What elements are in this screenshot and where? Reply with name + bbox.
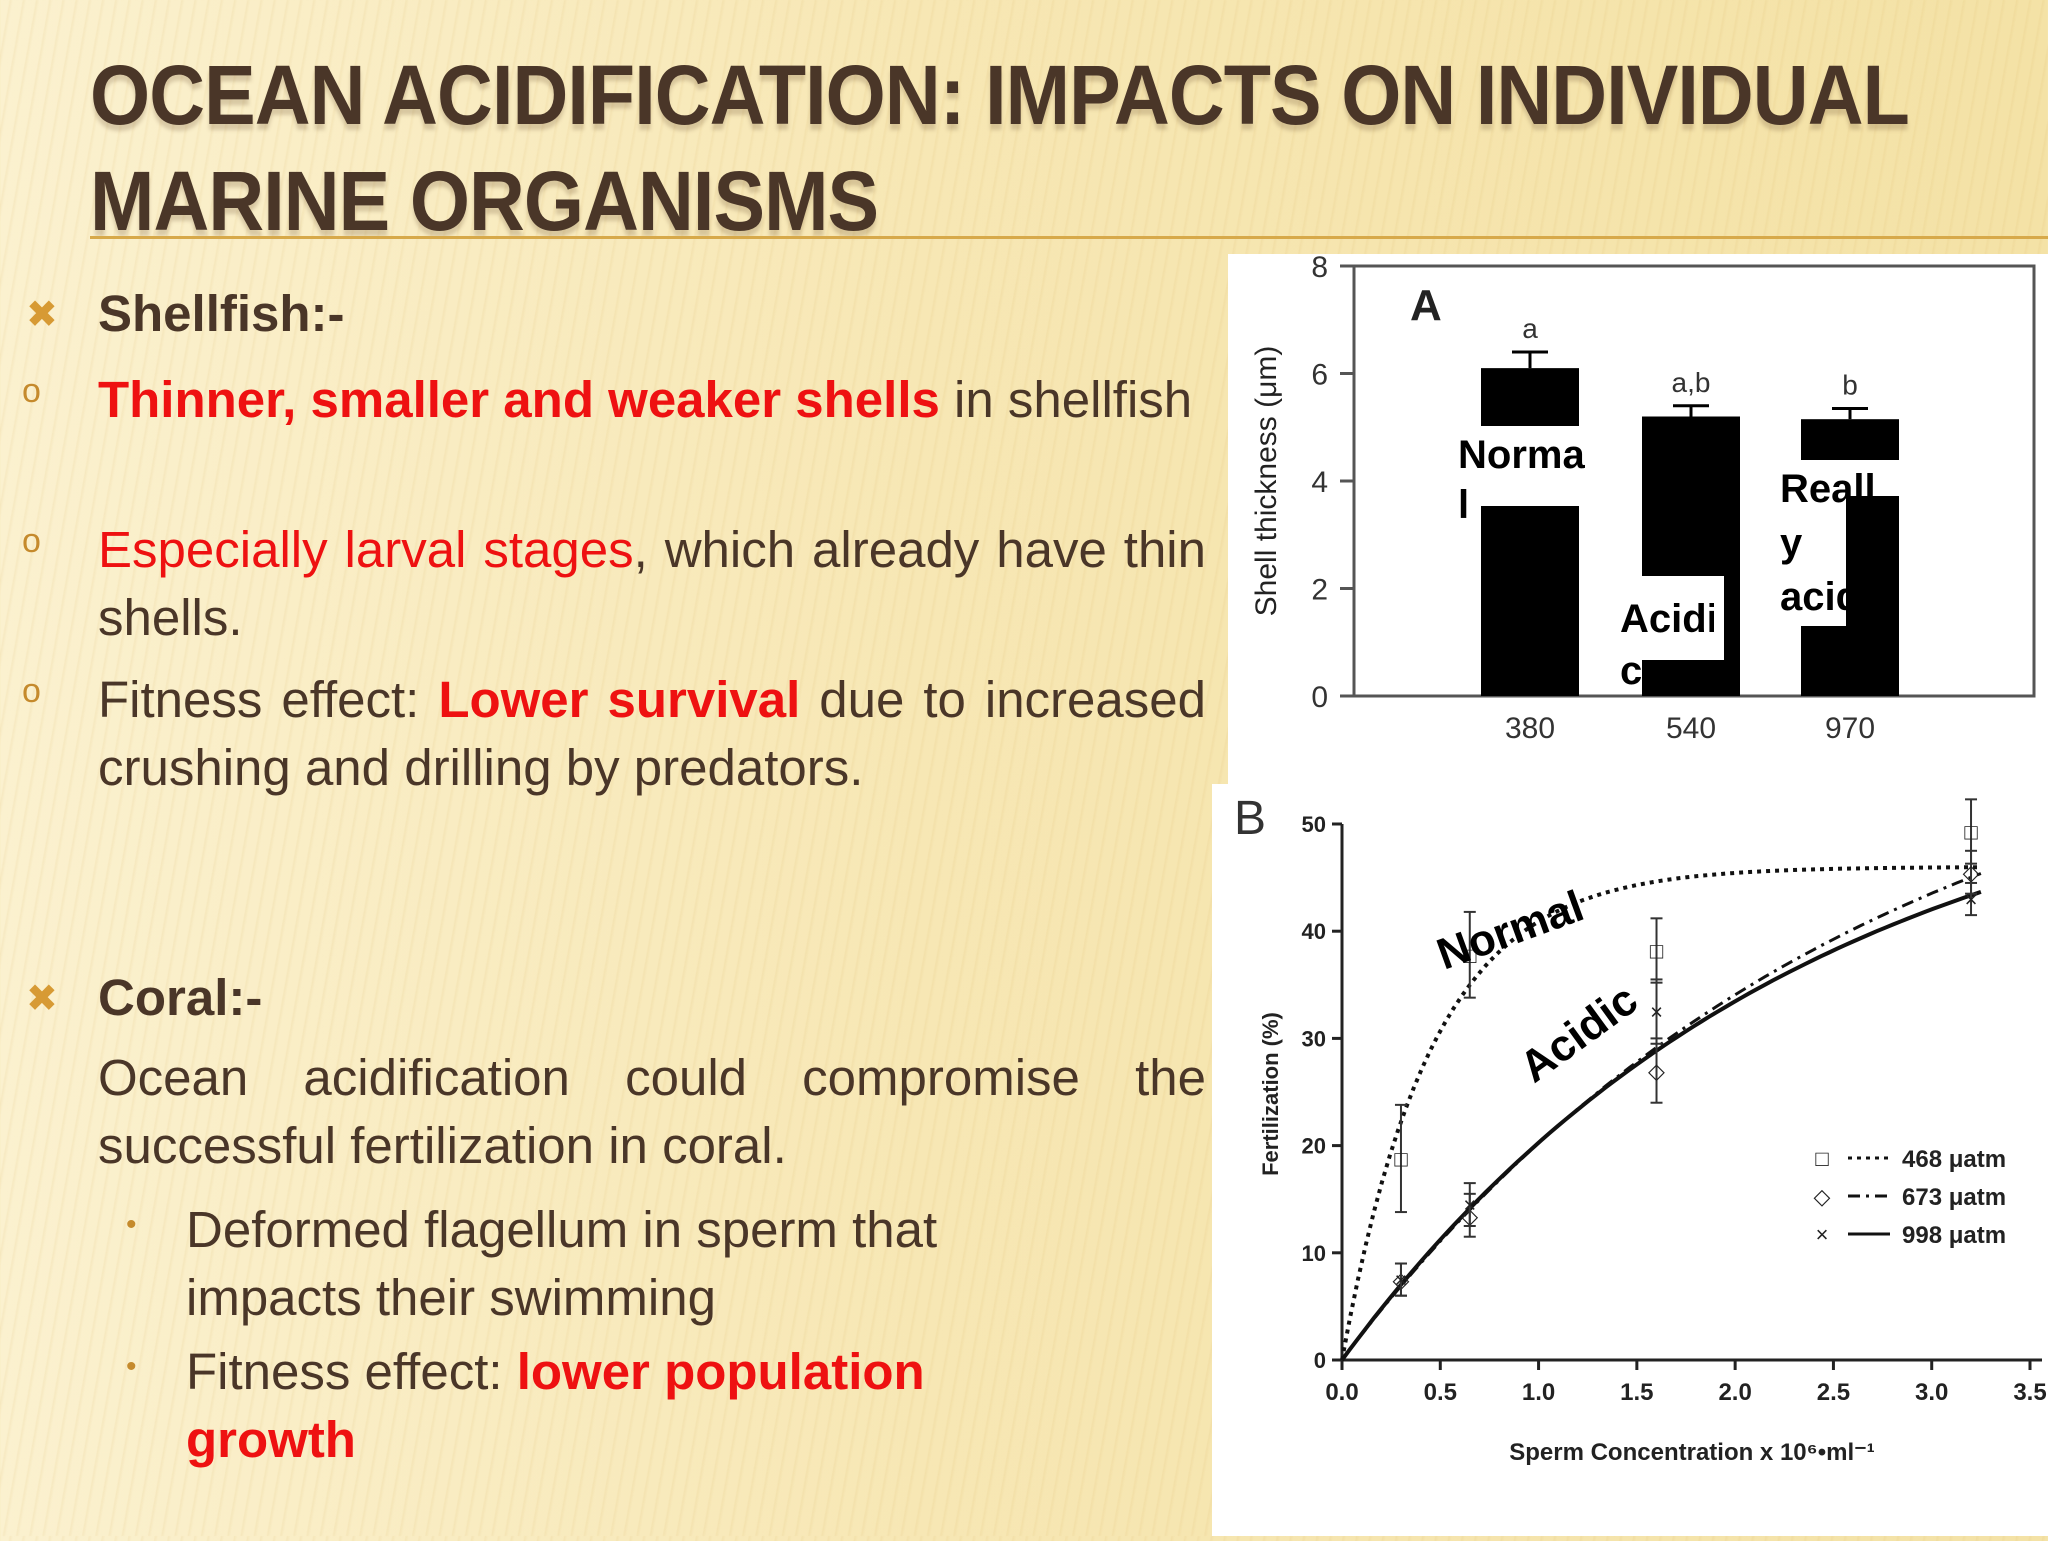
chart-a-overlay-label: Acidi [1620,597,1718,641]
coral-heading: Coral:- [98,969,263,1026]
chart-b-data-point: ◇ [1648,1059,1665,1084]
slide-title: OCEAN ACIDIFICATION: IMPACTS ON INDIVIDU… [90,42,1990,254]
chart-b-fit-curve [1340,890,1982,1362]
chart-b-x-tick-label: 0.5 [1424,1379,1457,1406]
chart-b-x-tick-label: 2.5 [1817,1379,1850,1406]
bullet-thinner-shells-red: Thinner, smaller and weaker shells [98,371,940,428]
chart-a-significance-letter: b [1842,369,1858,400]
chart-a-overlay-label: acidic [1780,575,1893,619]
coral-sub-fitness-a: Fitness effect: [186,1343,517,1400]
coral-text: Ocean acidification could compromise the… [98,1049,1206,1174]
chart-b-data-point: × [1395,1268,1408,1293]
chart-b-data-point: □ [1394,1146,1407,1171]
chart-b-x-tick-label: 1.5 [1620,1379,1653,1406]
chart-b-x-axis-label: Sperm Concentration x 10⁶•ml⁻¹ [1509,1439,1875,1466]
chart-b-fertilization: B Fertilization (%) Sperm Concentration … [1212,784,2048,1536]
title-line-2: MARINE ORGANISMS [90,154,879,248]
chart-b-y-tick-label: 40 [1302,919,1326,944]
chart-a-y-axis-label: Shell thickness (μm) [1250,346,1283,617]
chart-b-fit-curve [1340,865,1981,1361]
chart-a-overlay-box [1714,576,1724,660]
coral-sub-fitness: Fitness effect: lower population growth [186,1338,1066,1474]
chart-b-legend-label: 998 μatm [1902,1222,2006,1249]
chart-b-legend-label: 673 μatm [1902,1184,2006,1211]
bullet-fitness-red: Lower survival [438,671,801,728]
chart-a-overlay-label: c [1620,649,1642,693]
chart-b-data-point: × [1463,1193,1476,1218]
bullet-larval: Especially larval stages, which already … [98,516,1206,652]
chart-a-overlay-label: y [1780,521,1803,565]
bullet-larval-rest: , which already have thin shells. [98,521,1206,646]
chart-b-y-tick-label: 10 [1302,1241,1326,1266]
bullet-thinner-shells: Thinner, smaller and weaker shells in sh… [98,366,1206,434]
chart-a-shell-thickness: A Shell thickness (μm) 0 2 4 6 8 a 380 a,b 540 b… [1228,251,2048,784]
chart-b-data-point: × [1965,887,1978,912]
title-line-1: OCEAN ACIDIFICATION: IMPACTS ON INDIVIDU… [90,48,1910,142]
chart-a-y-tick-label: 8 [1311,254,1328,284]
circle-bullet-icon: o [22,672,41,710]
chart-b-y-axis-label: Fertilization (%) [1258,1012,1283,1176]
circle-bullet-icon: o [22,522,41,560]
chart-a-overlay-box [1772,460,1912,496]
chart-b-y-tick-label: 20 [1302,1134,1326,1159]
title-divider [90,236,2048,239]
coral-sub-fitness-red: lower population growth [186,1343,925,1468]
bullet-fitness-rest: due to increased crushing and drilling b… [98,671,1206,796]
chart-a-overlay-label: Norma [1458,433,1585,477]
chart-a-overlay-label: Reall [1780,467,1876,511]
chart-a-x-tick-label: 540 [1666,712,1716,745]
bullet-fitness-a: Fitness effect: [98,671,439,728]
chart-a-panel-label: A [1410,281,1442,330]
circle-bullet-icon: o [22,372,41,410]
chart-b-data-point: × [1650,1000,1663,1025]
chart-a-x-tick-label: 380 [1505,712,1555,745]
bullet-thinner-shells-rest: in shellfish [939,371,1193,428]
chart-b-x-tick-label: 3.5 [2013,1379,2046,1406]
chart-a-y-tick-label: 0 [1311,681,1328,714]
x-bullet-icon: ✖ [26,978,58,1020]
chart-a-x-tick-label: 970 [1825,712,1875,745]
chart-a-significance-letter: a [1522,313,1538,344]
chart-a-significance-letter: a,b [1672,367,1711,398]
chart-b-panel-label: B [1234,792,1266,845]
chart-a-y-tick-label: 6 [1311,359,1328,392]
chart-b-svg: B Fertilization (%) Sperm Concentration … [1234,792,2047,1466]
chart-b-y-tick-label: 50 [1302,812,1326,837]
chart-b-legend-label: 468 μatm [1902,1146,2006,1173]
chart-b-data-point: □ [1964,820,1977,845]
chart-b-x-tick-label: 1.0 [1522,1379,1555,1406]
chart-b-data-point: ◇ [1963,860,1980,885]
chart-b-y-tick-label: 30 [1302,1026,1326,1051]
chart-a-overlay-label: l [1458,483,1469,527]
chart-a-overlay-box [1772,492,1846,626]
chart-b-legend-marker: ◇ [1814,1184,1831,1209]
chart-b-y-tick-label: 0 [1314,1348,1326,1373]
chart-b-x-tick-label: 0.0 [1325,1379,1358,1406]
chart-b-data-point: □ [1463,943,1476,968]
x-bullet-icon: ✖ [26,294,58,336]
chart-b-annotation-normal: Normal [1431,882,1590,980]
dot-bullet-icon: • [126,1208,137,1241]
chart-b-legend-marker: □ [1815,1146,1828,1171]
chart-b-legend-marker: × [1816,1222,1829,1247]
chart-a-y-tick-label: 2 [1311,574,1328,607]
chart-b-x-tick-label: 3.0 [1915,1379,1948,1406]
shellfish-heading: Shellfish:- [98,285,345,342]
chart-a-overlay-box [1614,576,1714,660]
chart-a-svg: A Shell thickness (μm) 0 2 4 6 8 a 380 a,b 540 b… [1250,251,2036,745]
chart-a-overlay-box [1452,426,1642,506]
chart-a-y-tick-label: 4 [1311,466,1328,499]
dot-bullet-icon: • [126,1350,137,1383]
coral-sub-flagellum: Deformed flagellum in sperm that impacts… [186,1201,938,1326]
chart-b-x-tick-label: 2.0 [1718,1379,1751,1406]
bullet-larval-red: Especially larval stages [98,521,634,578]
bullet-fitness: Fitness effect: Lower survival due to in… [98,666,1206,802]
chart-b-data-point: □ [1650,938,1663,963]
chart-a-bar [1481,368,1579,696]
